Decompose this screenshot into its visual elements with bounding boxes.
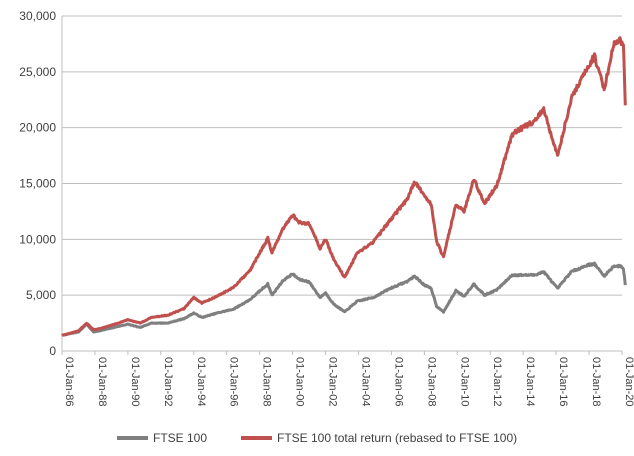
x-tick-label: 01-Jan-94 xyxy=(195,357,207,407)
legend-label-total-return: FTSE 100 total return (rebased to FTSE 1… xyxy=(277,431,517,445)
series-line-1 xyxy=(61,36,627,337)
y-axis: 0 5,000 10,000 15,000 20,000 25,000 30,000 xyxy=(19,9,63,358)
x-tick-label: 01-Jan-08 xyxy=(425,357,437,407)
x-tick-label: 01-Jan-00 xyxy=(294,357,306,407)
y-tick-label: 30,000 xyxy=(19,9,56,23)
x-axis: 01-Jan-86 01-Jan-88 01-Jan-90 01-Jan-92 01-J… xyxy=(61,351,634,407)
x-tick-label: 01-Jan-96 xyxy=(228,357,240,407)
y-tick-label: 15,000 xyxy=(19,177,56,191)
x-tick-label: 01-Jan-04 xyxy=(359,357,371,407)
y-tick-label: 0 xyxy=(49,344,56,358)
x-tick-label: 01-Jan-18 xyxy=(590,357,602,407)
series-line-0 xyxy=(61,261,627,337)
y-tick-label: 25,000 xyxy=(19,65,56,79)
y-tick-label: 10,000 xyxy=(19,232,56,246)
x-tick-label: 01-Jan-86 xyxy=(63,357,75,407)
x-tick-label: 01-Jan-12 xyxy=(491,357,503,407)
legend-label-ftse-100: FTSE 100 xyxy=(153,431,207,445)
x-tick-label: 01-Jan-88 xyxy=(96,357,108,407)
series-lines xyxy=(61,36,627,337)
legend: FTSE 100 FTSE 100 total return (rebased … xyxy=(117,431,517,445)
x-tick-label: 01-Jan-06 xyxy=(392,357,404,407)
x-tick-label: 01-Jan-14 xyxy=(524,357,536,407)
x-tick-label: 01-Jan-98 xyxy=(261,357,273,407)
x-tick-label: 01-Jan-02 xyxy=(327,357,339,407)
x-tick-label: 01-Jan-16 xyxy=(557,357,569,407)
x-tick-label: 01-Jan-92 xyxy=(162,357,174,407)
y-tick-label: 5,000 xyxy=(26,288,56,302)
x-tick-label: 01-Jan-90 xyxy=(129,357,141,407)
y-tick-label: 20,000 xyxy=(19,121,56,135)
gridlines xyxy=(62,15,622,352)
x-tick-label: 01-Jan-20 xyxy=(623,357,634,407)
x-tick-label: 01-Jan-10 xyxy=(458,357,470,407)
